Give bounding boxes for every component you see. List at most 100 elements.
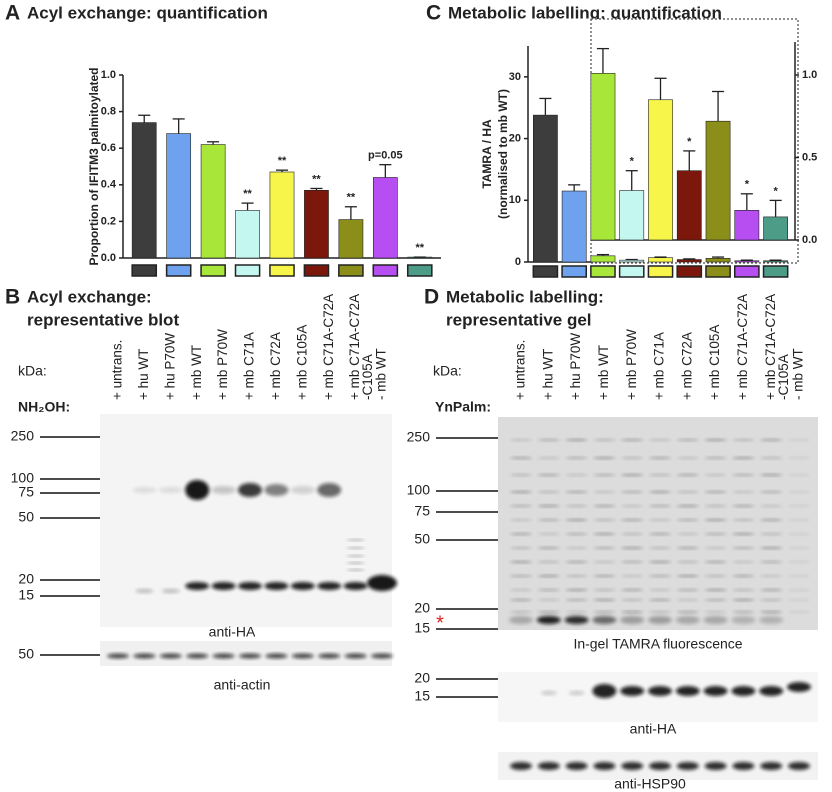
band bbox=[760, 504, 783, 508]
band bbox=[648, 616, 672, 624]
color-key bbox=[618, 265, 645, 278]
band bbox=[238, 483, 262, 497]
y-tick-label: 0.6 bbox=[101, 142, 116, 154]
band bbox=[732, 574, 755, 578]
band bbox=[565, 546, 588, 550]
band bbox=[788, 762, 810, 770]
band bbox=[346, 562, 365, 564]
band bbox=[788, 473, 810, 477]
error-bar bbox=[539, 97, 552, 116]
band bbox=[135, 589, 154, 593]
band bbox=[290, 486, 315, 494]
band bbox=[760, 473, 783, 477]
bar bbox=[235, 210, 260, 259]
band bbox=[732, 598, 755, 602]
band bbox=[510, 762, 532, 770]
lane-label: + mb C71A-C72A bbox=[321, 294, 336, 400]
band bbox=[704, 610, 727, 614]
band bbox=[565, 598, 588, 602]
bar bbox=[131, 122, 157, 259]
band bbox=[704, 473, 727, 477]
error-bar bbox=[625, 258, 638, 261]
band bbox=[676, 574, 699, 578]
band bbox=[649, 518, 671, 522]
band bbox=[649, 610, 671, 614]
y2-tick-label: 1.0 bbox=[802, 69, 817, 81]
blot-image bbox=[498, 417, 818, 630]
band bbox=[704, 456, 727, 460]
error-bar bbox=[654, 256, 667, 258]
band bbox=[620, 616, 645, 624]
y-tick-label: 30 bbox=[509, 71, 521, 83]
marker-label: 250 bbox=[407, 429, 431, 445]
band bbox=[760, 588, 783, 592]
band bbox=[565, 473, 588, 477]
marker-label: 100 bbox=[11, 470, 35, 486]
band bbox=[132, 487, 157, 493]
band bbox=[537, 438, 560, 442]
band bbox=[565, 574, 588, 578]
band bbox=[537, 588, 560, 592]
band bbox=[537, 598, 560, 602]
band bbox=[133, 653, 156, 659]
color-key bbox=[532, 265, 559, 278]
band bbox=[621, 532, 644, 536]
color-key bbox=[269, 264, 295, 277]
band bbox=[621, 473, 644, 477]
band bbox=[732, 560, 755, 564]
band bbox=[265, 653, 288, 659]
error-bar bbox=[596, 47, 609, 74]
band bbox=[346, 555, 365, 557]
color-key bbox=[303, 264, 330, 277]
band bbox=[704, 574, 727, 578]
blot-caption: anti-HSP90 bbox=[614, 776, 686, 792]
lane-label: + mb C71A-C72A bbox=[347, 294, 362, 400]
band bbox=[621, 546, 644, 550]
band bbox=[760, 438, 783, 442]
blot-image bbox=[100, 414, 392, 627]
band bbox=[760, 456, 783, 460]
band bbox=[565, 532, 588, 536]
band bbox=[537, 610, 560, 614]
marker-label: 250 bbox=[11, 428, 35, 444]
bar bbox=[705, 257, 731, 263]
band bbox=[159, 653, 182, 659]
band bbox=[676, 518, 699, 522]
bar bbox=[338, 219, 364, 259]
panel-letter: A bbox=[5, 2, 20, 25]
band bbox=[732, 504, 755, 508]
color-key bbox=[733, 265, 760, 278]
bar bbox=[619, 190, 645, 241]
marker-label: 100 bbox=[407, 482, 431, 498]
band bbox=[593, 532, 616, 536]
significance-label: ** bbox=[312, 173, 321, 185]
band bbox=[537, 518, 560, 522]
band bbox=[704, 518, 727, 522]
band bbox=[760, 574, 783, 578]
band bbox=[760, 546, 783, 550]
band bbox=[621, 598, 644, 602]
band bbox=[510, 504, 532, 508]
band bbox=[343, 582, 368, 590]
y-tick-label: 1.0 bbox=[101, 69, 116, 81]
bar bbox=[648, 257, 673, 263]
lane-label: + mb C72A bbox=[679, 332, 694, 400]
band bbox=[264, 484, 289, 496]
band bbox=[732, 518, 755, 522]
band bbox=[621, 490, 644, 494]
significance-label: * bbox=[687, 136, 692, 148]
color-key bbox=[561, 265, 588, 278]
bar bbox=[619, 259, 645, 263]
bar bbox=[166, 133, 192, 259]
band bbox=[676, 456, 699, 460]
bar bbox=[763, 216, 788, 241]
band bbox=[346, 569, 365, 571]
lane-label: + untrans. bbox=[110, 340, 125, 400]
color-key bbox=[165, 264, 192, 277]
color-key bbox=[406, 264, 433, 277]
band bbox=[648, 686, 672, 696]
lane-label: + mb C105A bbox=[294, 325, 309, 400]
band bbox=[593, 560, 616, 564]
panel-letter: D bbox=[424, 286, 439, 309]
band bbox=[704, 438, 727, 442]
